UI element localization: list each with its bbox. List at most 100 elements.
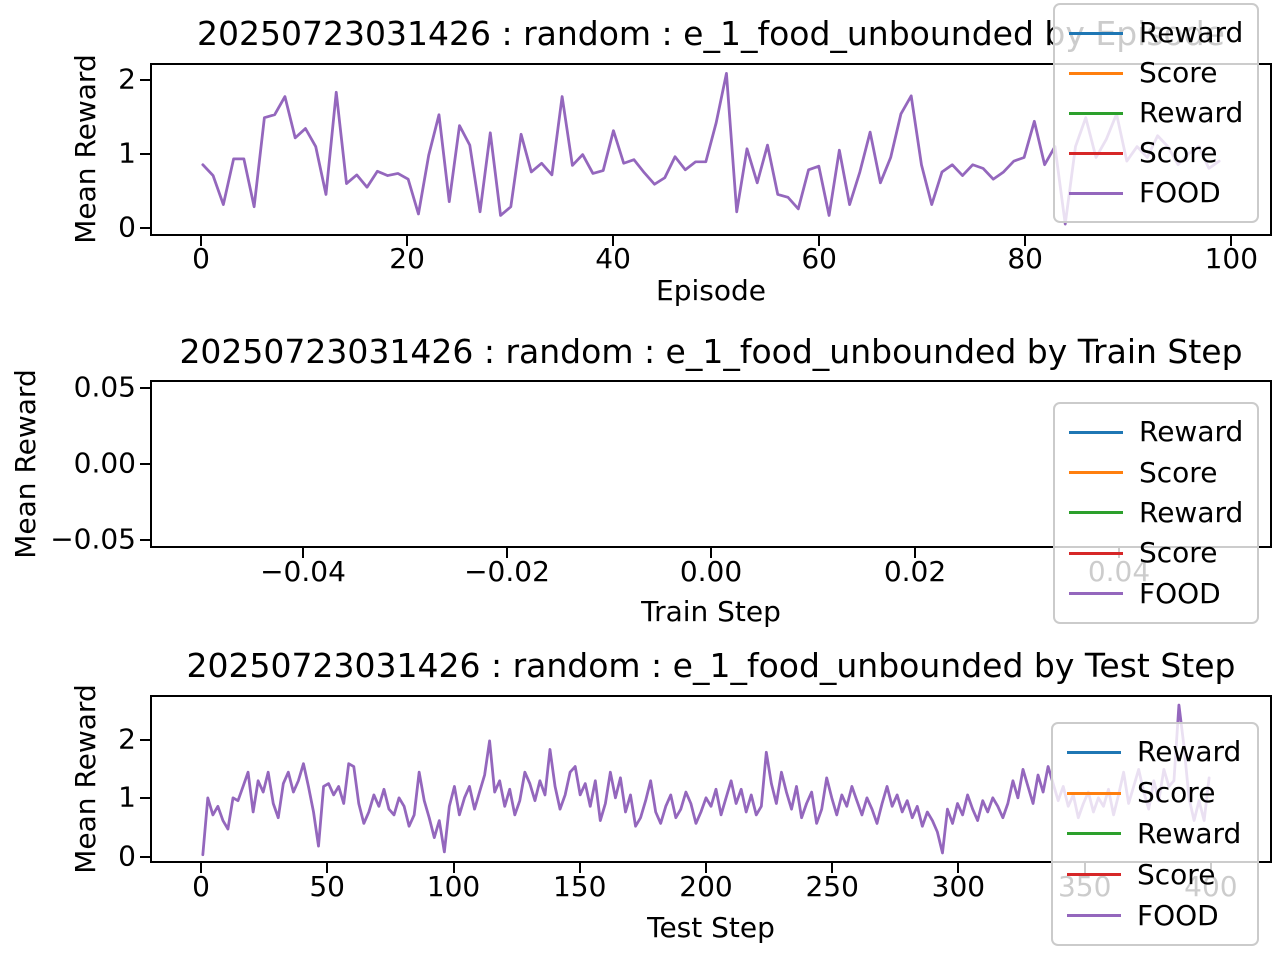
legend-row: Reward: [1069, 99, 1243, 127]
legend-line-swatch: [1069, 511, 1123, 515]
y-tick-mark: [140, 797, 150, 800]
x-tick-label: 60: [801, 242, 838, 275]
y-tick-label: −0.05: [50, 522, 136, 556]
y-tick-mark: [140, 855, 150, 858]
legend-label: Reward: [1137, 816, 1242, 850]
x-tick-label: 40: [595, 242, 631, 275]
y-tick-mark: [140, 386, 150, 389]
legend-episode: Reward Score Reward Score FOOD: [1053, 3, 1259, 223]
x-tick-label: 200: [679, 870, 733, 903]
x-tick-mark: [1024, 236, 1027, 246]
plot-axes-test-step: [150, 695, 1272, 863]
legend-line-swatch: [1069, 151, 1123, 155]
data-line-svg: [201, 703, 1211, 857]
x-tick-label: −0.04: [260, 555, 346, 588]
legend-row: FOOD: [1069, 179, 1243, 207]
legend-line-swatch: [1067, 873, 1121, 877]
legend-row: Score: [1069, 539, 1243, 567]
legend-row: Score: [1067, 779, 1243, 807]
x-tick-label: 20: [389, 242, 425, 275]
x-tick-label: 250: [805, 870, 859, 903]
legend-label: Reward: [1139, 96, 1244, 129]
x-tick-mark: [705, 863, 707, 873]
x-tick-mark: [452, 863, 455, 873]
series-line-food: [201, 703, 1211, 857]
plot-title-test-step: 20250723031426 : random : e_1_food_unbou…: [186, 646, 1236, 685]
legend-line-swatch: [1067, 914, 1121, 918]
legend-line-swatch: [1069, 31, 1123, 35]
x-tick-label: 50: [309, 870, 346, 903]
legend-train-step: Reward Score Reward Score FOOD: [1053, 402, 1259, 624]
legend-label: Score: [1139, 136, 1218, 169]
x-axis-label-train-step: Train Step: [641, 595, 781, 628]
legend-row: Reward: [1067, 816, 1243, 850]
y-tick-label: 0: [118, 839, 136, 873]
legend-label: FOOD: [1137, 898, 1219, 932]
legend-row: Score: [1067, 857, 1243, 891]
x-tick-label: 0.02: [883, 555, 947, 588]
x-tick-label: 100: [426, 870, 481, 903]
x-tick-label: 0: [192, 242, 210, 275]
x-tick-mark: [406, 236, 409, 246]
x-axis-label-test-step: Test Step: [647, 911, 775, 944]
x-tick-mark: [957, 863, 960, 873]
legend-row: FOOD: [1069, 576, 1243, 610]
legend-row: Score: [1069, 59, 1243, 87]
x-tick-label: 0: [192, 870, 210, 903]
legend-label: Score: [1139, 536, 1218, 570]
x-tick-label: −0.02: [464, 555, 550, 588]
x-tick-label: 0.00: [679, 555, 743, 588]
y-tick-mark: [140, 539, 150, 542]
legend-line-swatch: [1067, 791, 1121, 795]
legend-row: Reward: [1067, 738, 1243, 766]
plot-axes-train-step: [150, 380, 1272, 548]
legend-line-swatch: [1067, 750, 1121, 754]
data-line-svg: [201, 72, 1221, 226]
y-tick-mark: [140, 463, 150, 465]
y-tick-label: 0.05: [73, 370, 136, 404]
x-tick-label: 300: [931, 870, 986, 903]
x-tick-mark: [1230, 236, 1233, 246]
x-tick-mark: [506, 548, 508, 558]
legend-test-step: Reward Score Reward Score FOOD: [1051, 722, 1259, 946]
x-tick-mark: [710, 548, 712, 558]
x-tick-mark: [831, 863, 834, 873]
y-tick-mark: [140, 78, 150, 81]
x-tick-label: 80: [1007, 242, 1044, 275]
legend-label: FOOD: [1139, 576, 1221, 610]
legend-row: FOOD: [1067, 898, 1243, 932]
legend-row: Score: [1069, 139, 1243, 167]
x-tick-mark: [302, 548, 304, 558]
x-tick-label: 100: [1204, 242, 1259, 275]
legend-label: Reward: [1139, 415, 1244, 449]
y-tick-label: 2: [118, 62, 136, 96]
legend-label: Reward: [1137, 735, 1242, 769]
x-tick-mark: [612, 236, 615, 246]
y-tick-mark: [140, 153, 150, 155]
legend-row: Score: [1069, 455, 1243, 489]
legend-label: Score: [1139, 455, 1218, 489]
plot-title-train-step: 20250723031426 : random : e_1_food_unbou…: [179, 332, 1243, 371]
legend-line-swatch: [1069, 551, 1123, 555]
x-axis-label-episode: Episode: [656, 274, 766, 307]
x-tick-mark: [818, 236, 821, 246]
legend-row: Reward: [1069, 498, 1243, 527]
legend-row: Reward: [1069, 19, 1243, 47]
legend-line-swatch: [1069, 111, 1123, 115]
x-tick-mark: [578, 863, 581, 873]
legend-line-swatch: [1069, 71, 1123, 75]
y-tick-label: 1: [118, 780, 136, 814]
legend-label: Score: [1137, 857, 1216, 891]
legend-label: Score: [1137, 776, 1216, 810]
x-tick-label: 150: [552, 870, 607, 903]
y-tick-mark: [140, 227, 150, 230]
y-tick-label: 0.00: [73, 446, 136, 480]
y-tick-mark: [140, 738, 150, 741]
legend-line-swatch: [1069, 471, 1123, 475]
y-tick-label: 2: [118, 722, 136, 756]
legend-line-swatch: [1069, 592, 1123, 596]
y-tick-label: 0: [118, 210, 136, 244]
legend-line-swatch: [1069, 191, 1123, 195]
legend-line-swatch: [1067, 832, 1121, 836]
